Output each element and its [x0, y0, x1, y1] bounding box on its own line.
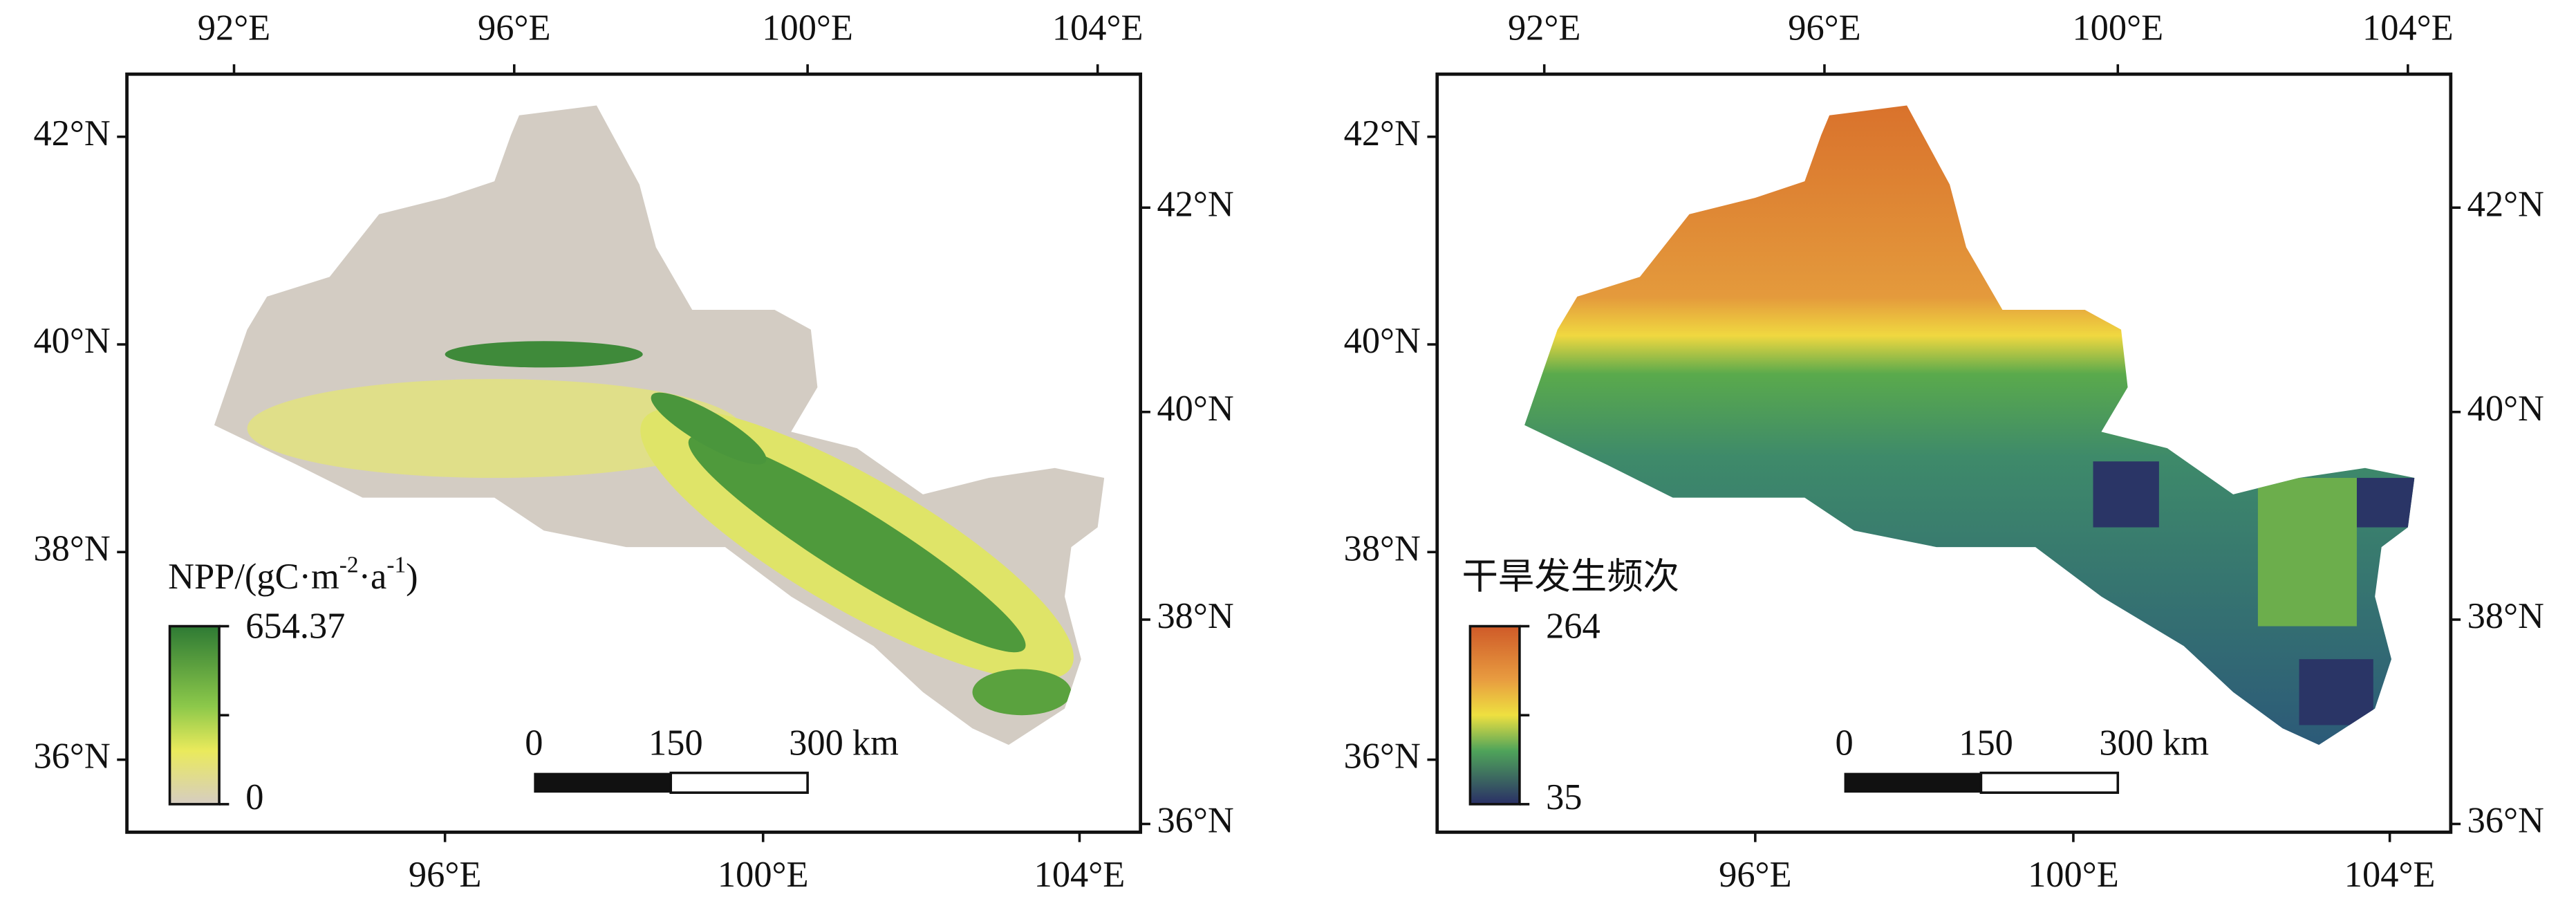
right-tick-label: 42°N: [1157, 184, 1233, 224]
colorbar: [168, 624, 221, 806]
legend-title: NPP/(gC·m-2·a-1): [168, 552, 418, 596]
bottom-tick-label: 100°E: [2028, 855, 2119, 895]
right-tick-label: 42°N: [2467, 184, 2544, 224]
top-tick-label: 100°E: [762, 8, 853, 48]
left-tick-label: 40°N: [1344, 321, 1421, 361]
legend-title-part: -1: [386, 552, 406, 577]
colorbar: [1468, 624, 1521, 806]
legend-title-part: NPP/(gC·m: [168, 557, 339, 597]
left-tick-label: 42°N: [1344, 113, 1421, 154]
right-tick-label: 38°N: [2467, 596, 2544, 636]
scale-bar-black: [1844, 772, 1981, 793]
top-tick-label: 104°E: [2362, 8, 2454, 48]
top-tick-label: 96°E: [1788, 8, 1860, 48]
legend-title-part: 干旱发生频次: [1462, 557, 1679, 597]
legend-min: 0: [245, 777, 263, 817]
right-tick-label: 36°N: [2467, 801, 2544, 841]
left-tick-label: 42°N: [33, 113, 110, 154]
bottom-tick-label: 100°E: [718, 855, 809, 895]
top-tick-label: 96°E: [478, 8, 550, 48]
left-tick-label: 36°N: [1344, 736, 1421, 777]
scale-bar-label: 300 km: [2099, 723, 2209, 763]
bottom-tick-label: 104°E: [1034, 855, 1126, 895]
frame: [125, 72, 1143, 834]
left-tick-label: 38°N: [33, 528, 110, 568]
drought-map: [1524, 105, 2415, 745]
legend-max: 654.37: [245, 606, 345, 646]
left-tick-label: 38°N: [1344, 528, 1421, 568]
legend-title-part: ): [406, 557, 418, 597]
scale-bar-white: [1979, 771, 2120, 794]
bottom-tick-label: 96°E: [409, 855, 481, 895]
top-tick-label: 100°E: [2072, 8, 2163, 48]
scale-bar-black: [534, 772, 671, 793]
top-tick-label: 92°E: [1508, 8, 1580, 48]
scale-bar-label: 300 km: [789, 723, 899, 763]
legend-title-part: ·a: [359, 557, 387, 597]
top-tick-label: 92°E: [198, 8, 270, 48]
right-tick-label: 36°N: [1157, 801, 1233, 841]
legend-min: 35: [1546, 777, 1582, 817]
scale-bar-white: [669, 771, 809, 794]
top-tick-label: 104°E: [1052, 8, 1144, 48]
right-tick-label: 40°N: [1157, 389, 1233, 429]
scale-bar-label: 0: [1835, 723, 1853, 763]
left-tick-label: 36°N: [33, 736, 110, 777]
legend-title-part: -2: [339, 552, 359, 577]
scale-bar-label: 150: [648, 723, 703, 763]
npp-map: [214, 105, 1105, 745]
left-tick-label: 40°N: [33, 321, 110, 361]
scale-bar-label: 150: [1959, 723, 2013, 763]
right-tick-label: 40°N: [2467, 389, 2544, 429]
legend-title: 干旱发生频次: [1462, 557, 1679, 597]
scale-bar-label: 0: [525, 723, 543, 763]
legend-max: 264: [1546, 606, 1600, 646]
bottom-tick-label: 96°E: [1719, 855, 1791, 895]
bottom-tick-label: 104°E: [2344, 855, 2436, 895]
frame: [1435, 72, 2453, 834]
right-tick-label: 38°N: [1157, 596, 1233, 636]
